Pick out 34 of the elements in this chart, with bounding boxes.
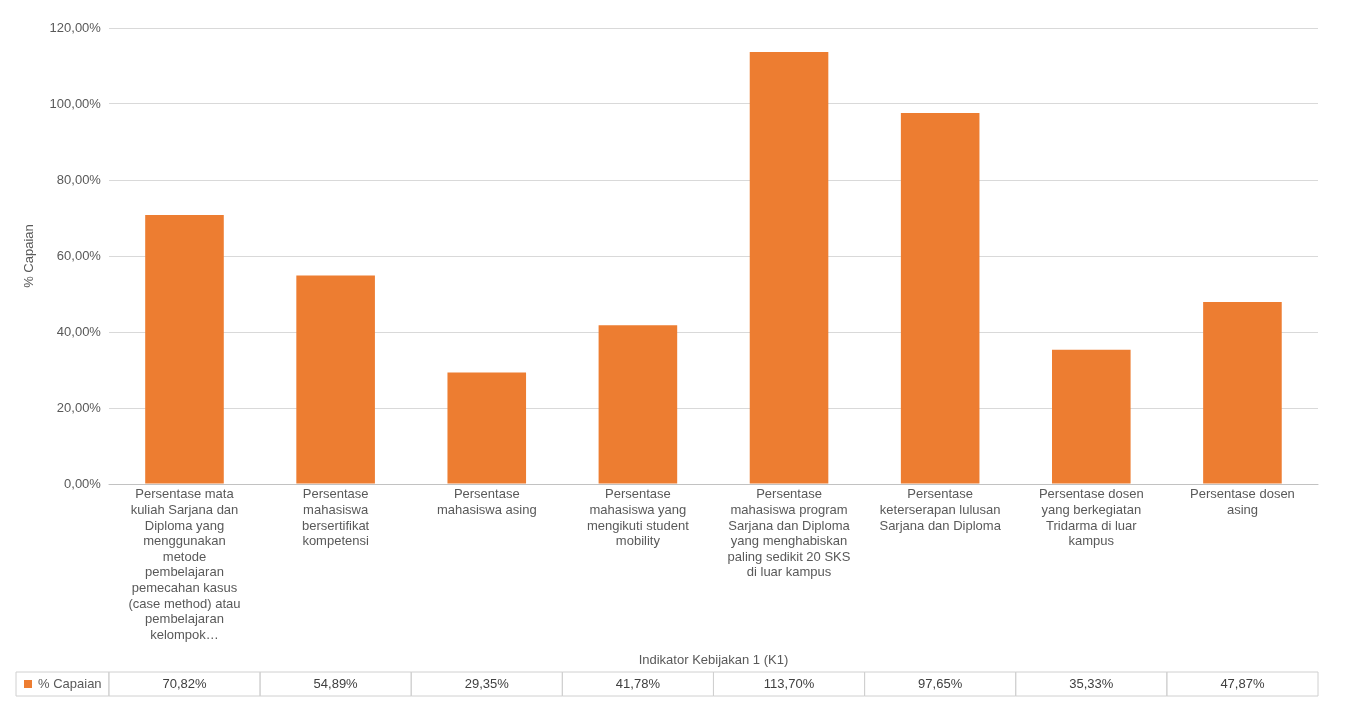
bar — [1052, 349, 1131, 484]
data-label: 54,89% — [313, 675, 359, 691]
bar — [598, 325, 678, 484]
bar — [145, 214, 224, 484]
y-axis-title: % Capaian — [21, 224, 37, 288]
bar — [296, 275, 375, 484]
y-tick-label: 100,00% — [49, 95, 102, 111]
y-tick-label: 60,00% — [56, 247, 102, 263]
x-tick-label: Persentase mahasiswa asing — [436, 486, 537, 517]
bar — [900, 112, 980, 484]
data-label: 41,78% — [615, 675, 661, 691]
x-tick-label: Persentase mahasiswa yang mengikuti student mobility — [586, 486, 690, 549]
data-label: 97,65% — [918, 675, 963, 691]
bar — [447, 372, 527, 484]
category-label: Persentase mata kuliah Sarjana dan Diploma yang menggunakan metode pembelajaran pemecahan kasus (case method) atau pembelajaran kelompok… — [128, 486, 241, 642]
data-label: 29,35% — [464, 675, 510, 691]
data-label: 70,82% — [162, 675, 207, 691]
x-tick-label: Persentase keterserapan lulusan Sarjana dan Diploma — [879, 486, 1002, 533]
y-tick-label: 120,00% — [49, 19, 102, 35]
data-label: 47,87% — [1220, 675, 1265, 691]
text: Indikator Kebijakan 1 (K1) — [638, 651, 789, 667]
y-tick-label: 20,00% — [56, 399, 102, 415]
x-tick-label: Persentase mahasiswa bersertifikat kompetensi — [302, 486, 370, 549]
x-tick-label: Persentase mahasiswa program Sarjana dan Diploma yang menghabiskan paling sedikit 20 SKS di luar kampus — [727, 486, 851, 580]
bar — [749, 51, 829, 484]
y-tick-label: 40,00% — [56, 323, 102, 339]
data-label: 35,33% — [1069, 675, 1114, 691]
x-tick-label: Persentase dosen asing — [1190, 486, 1295, 517]
legend-label: % Capaian — [38, 675, 102, 691]
y-tick-label: 80,00% — [56, 171, 102, 187]
y-tick-label: 0,00% — [64, 475, 102, 491]
data-label: 113,70% — [763, 675, 815, 691]
x-tick-label: Persentase dosen yang berkegiatan Tridarma di luar kampus — [1038, 486, 1144, 549]
bar — [1203, 302, 1282, 484]
